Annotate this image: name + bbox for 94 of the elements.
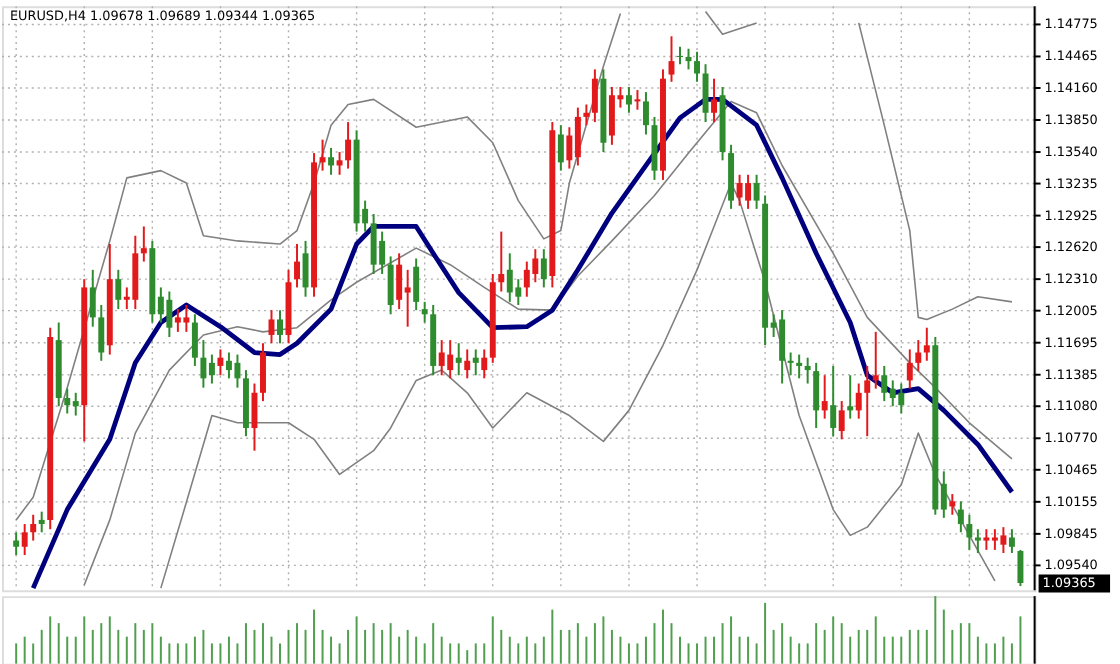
candlestick [328, 146, 335, 176]
candlestick [949, 493, 956, 516]
candlestick [345, 121, 352, 170]
candlestick [506, 252, 513, 303]
candlestick [277, 309, 283, 345]
candlestick [753, 173, 760, 210]
candlestick [260, 342, 266, 403]
candlestick [140, 225, 147, 263]
candlestick [787, 351, 794, 377]
candlestick [779, 309, 786, 385]
candlestick [813, 361, 820, 429]
candlestick [694, 50, 700, 83]
candlestick [404, 268, 411, 328]
candlestick [540, 248, 547, 289]
candlestick [847, 374, 854, 420]
candlestick [821, 374, 828, 420]
candlestick [991, 528, 998, 551]
candlestick [319, 138, 326, 172]
candlestick [38, 510, 45, 534]
candlestick [174, 308, 181, 333]
candlestick [838, 400, 845, 441]
candlestick [472, 348, 479, 377]
line-series [15, 12, 622, 521]
candlestick [200, 339, 207, 389]
candlestick [830, 364, 837, 438]
candlestick [864, 364, 871, 438]
candlestick [983, 528, 990, 551]
candlestick [379, 230, 386, 275]
candlestick [574, 106, 581, 167]
candlestick [217, 348, 224, 377]
candlestick [447, 339, 454, 380]
candlestick [21, 523, 28, 557]
candlestick [302, 239, 309, 298]
candlestick [438, 339, 445, 377]
candlestick [336, 151, 343, 176]
candlestick [481, 348, 488, 380]
candlestick [421, 300, 428, 324]
candlestick [591, 68, 598, 124]
candlestick [642, 91, 649, 136]
candlestick [523, 260, 530, 298]
candlestick [13, 531, 20, 557]
candlestick [413, 257, 420, 312]
candlestick [464, 348, 471, 380]
candlestick [906, 348, 913, 390]
candlestick [711, 77, 718, 124]
candlestick [881, 364, 888, 403]
candlestick [72, 391, 79, 417]
candlestick [370, 213, 377, 275]
candlestick [294, 243, 300, 289]
candlestick [872, 330, 879, 390]
candlestick [915, 339, 922, 373]
candlestick [889, 379, 896, 408]
candlestick [634, 89, 641, 111]
candlestick [515, 278, 522, 306]
candlestick [625, 85, 632, 114]
candlestick [234, 353, 241, 389]
candlestick [583, 103, 590, 127]
candlestick [677, 45, 683, 66]
line-series [857, 22, 1013, 321]
candlestick [898, 382, 905, 415]
candlestick [225, 351, 232, 380]
candlestick [532, 248, 539, 284]
candlestick [736, 173, 743, 207]
candlestick [208, 353, 215, 385]
candlestick [557, 124, 564, 172]
candlestick [183, 303, 190, 333]
candlestick [64, 387, 71, 415]
candlestick [89, 268, 96, 328]
candlestick [98, 303, 105, 362]
candlestick [728, 143, 735, 210]
candlestick [396, 252, 403, 311]
candlestick [30, 513, 37, 542]
candlestick [132, 234, 139, 311]
candlestick [1000, 526, 1007, 554]
candlestick [957, 500, 964, 534]
candlestick [974, 528, 981, 554]
candlestick [1017, 548, 1024, 588]
candlestick [702, 63, 709, 124]
candlestick [115, 268, 122, 311]
candlestick [923, 326, 930, 362]
candlestick [855, 382, 862, 420]
candlestick [804, 356, 811, 385]
candlestick [966, 513, 973, 551]
candlestick [251, 382, 258, 452]
candlestick [796, 353, 803, 380]
candlestick [166, 290, 173, 339]
candlestick [498, 230, 505, 293]
candlestick [745, 173, 752, 210]
candlestick [455, 342, 462, 377]
candlestick [651, 115, 658, 181]
candlestick [1008, 528, 1015, 554]
candlestick [387, 255, 394, 316]
candlestick [608, 85, 615, 146]
candlestick [191, 313, 198, 367]
